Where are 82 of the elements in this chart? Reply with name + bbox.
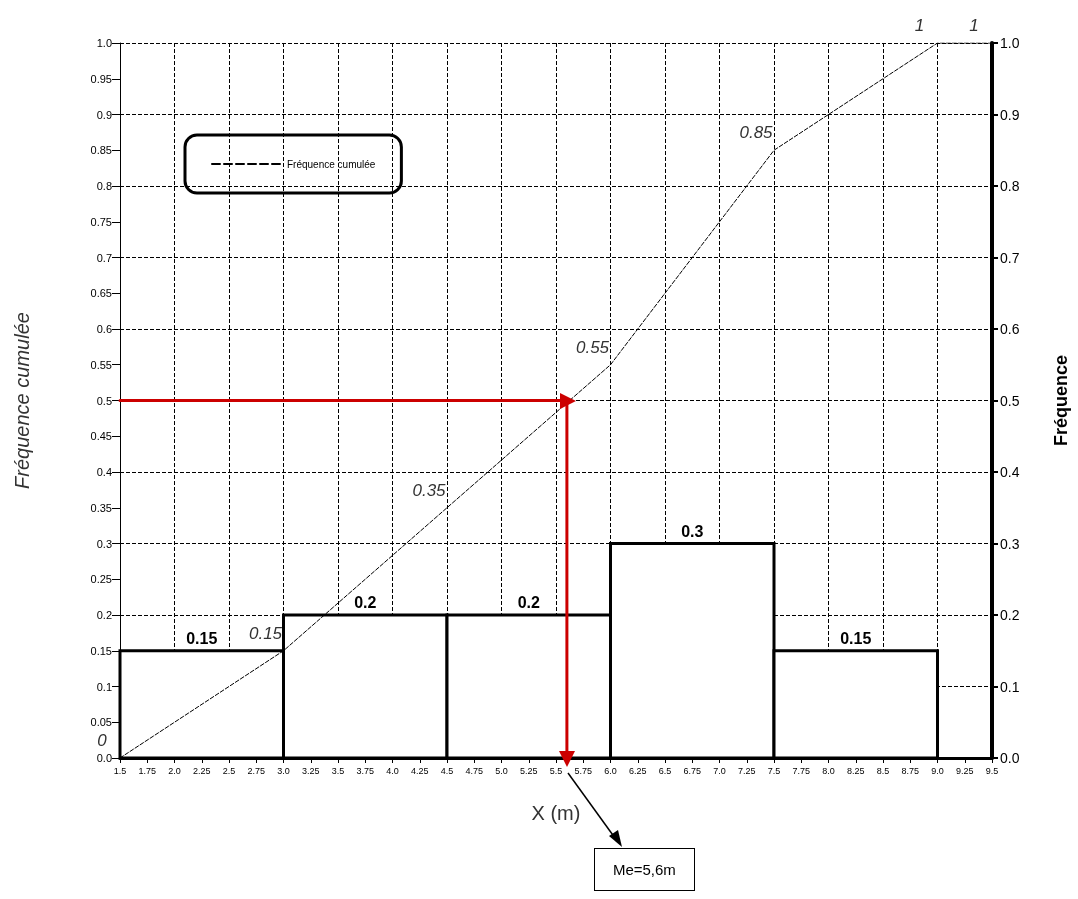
x-tick-label: 6.5 [658,765,672,776]
x-tick-label: 5.75 [574,765,593,776]
x-tick-label: 3.0 [277,765,290,776]
x-tick-label: 2.5 [222,765,236,776]
data-label: 0.3 [681,522,704,540]
x-tick-label: 2.75 [247,765,266,776]
y-tick-label: 0.1 [96,680,112,693]
data-label: 0.35 [412,480,447,500]
y-tick-label: 0.5 [96,394,112,407]
y2-tick-label: 1.0 [1000,35,1020,51]
y2-axis-title: Fréquence [1051,354,1071,447]
x-tick-label: 2.0 [168,765,181,776]
y2-tick-label: 0.5 [1000,392,1020,409]
x-tick-label: 4.25 [410,765,429,776]
y2-tick-label: 0.1 [1000,678,1020,695]
x-tick-label: 9.5 [985,765,999,776]
data-label: 0.85 [739,123,774,143]
data-label: 1 [914,16,925,35]
x-tick-label: 3.25 [301,765,320,776]
x-tick-label: 8.5 [876,765,890,776]
x-tick-label: 6.25 [628,765,647,776]
y-tick-label: 0.0 [96,752,112,764]
x-tick-label: 9.25 [955,765,974,776]
y-tick-label: 0.55 [90,358,112,371]
x-axis-title: X (m) [531,802,581,824]
data-label: 0.15 [840,629,872,647]
x-tick-label: 8.0 [822,765,835,776]
x-tick-label: 8.75 [901,765,920,776]
y2-tick-label: 0.0 [1000,750,1020,766]
y-tick-label: 0.6 [96,323,112,335]
y-tick-label: 0.9 [96,108,112,121]
text: Fréquence cumulée [287,158,376,170]
x-tick-label: 7.75 [792,765,811,776]
x-tick-label: 6.0 [604,765,617,776]
data-label: 0.2 [517,594,540,611]
x-tick-label: 8.25 [846,765,865,776]
y2-tick-label: 0.6 [1000,321,1020,337]
data-label: 0.2 [354,594,377,611]
y-tick-label: 0.2 [96,609,112,621]
y-tick-label: 0.7 [96,251,112,264]
x-tick-label: 5.5 [549,765,563,776]
y-tick-label: 0.65 [90,287,112,300]
x-tick-label: 3.5 [331,765,345,776]
y-tick-label: 0.15 [90,644,112,657]
x-tick-label: 4.75 [465,765,484,776]
y-tick-label: 0.8 [96,180,112,192]
data-label: 0 [97,731,108,750]
y2-tick-label: 0.2 [1000,607,1020,623]
y2-tick-label: 0.7 [1000,249,1020,266]
x-tick-label: 5.25 [519,765,538,776]
text: Me=5,6m [593,848,695,891]
x-tick-label: 4.0 [386,765,399,776]
y-tick-label: 0.95 [90,72,112,85]
x-tick-label: 1.5 [113,765,127,776]
x-tick-label: 3.75 [356,765,375,776]
y-tick-label: 0.45 [90,430,112,443]
y-axis-title: Fréquence cumulée [11,312,33,489]
y-tick-label: 0.05 [90,716,112,729]
x-tick-label: 4.5 [440,765,454,776]
x-tick-label: 7.5 [767,765,781,776]
y-tick-label: 1.0 [96,37,112,49]
y-tick-label: 0.35 [90,501,112,514]
x-tick-label: 7.25 [737,765,756,776]
data-label: 1 [969,16,979,35]
data-label: 0.15 [248,623,283,643]
y-tick-label: 0.75 [90,215,112,228]
data-label: 0.55 [575,337,610,357]
y-tick-label: 0.4 [96,466,112,478]
x-tick-label: 5.0 [495,765,508,776]
y2-tick-label: 0.3 [1000,535,1020,552]
y2-tick-label: 0.9 [1000,106,1020,123]
x-tick-label: 9.0 [931,765,944,776]
y-tick-label: 0.85 [90,144,112,157]
y-tick-label: 0.25 [90,573,112,586]
x-tick-label: 2.25 [192,765,211,776]
x-tick-label: 1.75 [138,765,157,776]
x-tick-label: 7.0 [713,765,726,776]
y2-tick-label: 0.8 [1000,178,1020,194]
x-tick-label: 6.75 [683,765,702,776]
data-label: 0.15 [186,629,218,647]
y-tick-label: 0.3 [96,537,112,550]
y2-tick-label: 0.4 [1000,464,1020,480]
